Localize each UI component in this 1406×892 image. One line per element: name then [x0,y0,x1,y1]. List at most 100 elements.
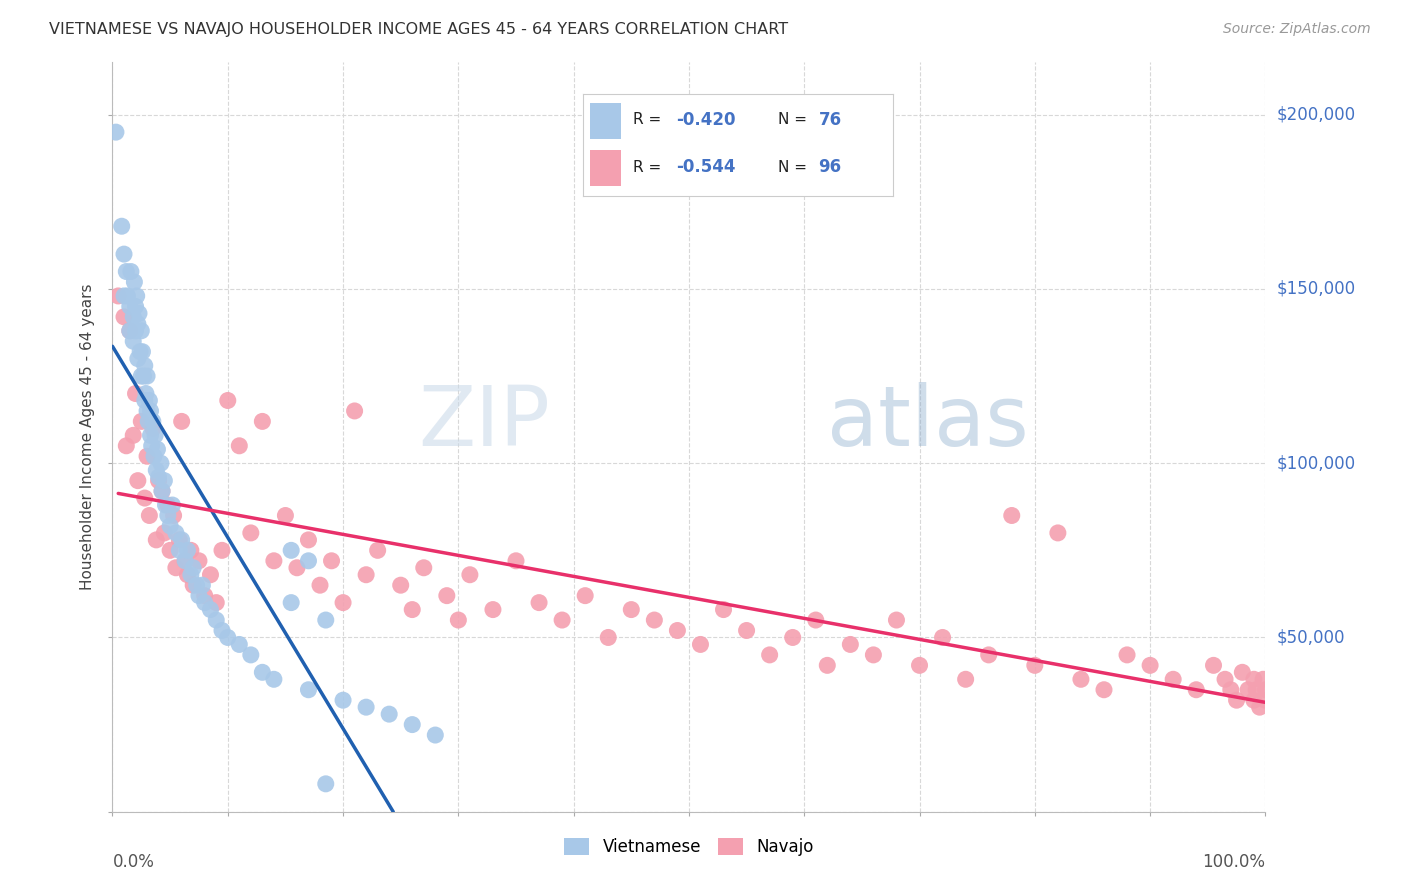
Text: 76: 76 [818,111,842,128]
Point [124,299,146,313]
Text: Source: ZipAtlas.com: Source: ZipAtlas.com [1223,22,1371,37]
Point [104,125,127,139]
Point [150,484,173,499]
Text: N =: N = [779,112,813,128]
Point [321,554,343,568]
Point [148,470,170,484]
Point [315,777,337,791]
Point [315,613,337,627]
Point [574,589,596,603]
Point [118,324,141,338]
Point [412,561,434,575]
Point [354,700,377,714]
Text: ZIP: ZIP [419,382,551,463]
Point [297,682,319,697]
Point [176,567,198,582]
Point [1232,665,1254,680]
Point [1219,682,1241,697]
Point [188,589,211,603]
Point [274,508,297,523]
Point [458,567,481,582]
Point [713,602,735,616]
Point [120,264,142,278]
Text: -0.544: -0.544 [676,158,735,176]
Point [112,247,135,261]
Point [908,658,931,673]
Point [1001,508,1024,523]
Point [134,393,156,408]
Point [200,602,222,616]
Point [139,428,162,442]
Point [297,533,319,547]
Point [129,344,152,359]
Point [1254,693,1277,707]
Point [134,359,156,373]
Point [139,404,162,418]
Point [155,498,177,512]
Point [127,474,149,488]
Point [1202,658,1225,673]
Point [955,673,977,687]
Point [217,393,239,408]
Point [136,449,159,463]
Point [180,543,202,558]
Point [107,289,129,303]
Point [188,554,211,568]
Point [162,508,184,523]
Point [280,596,302,610]
Point [1243,673,1265,687]
Point [142,421,165,435]
Point [115,264,138,278]
Point [194,596,217,610]
Point [127,317,149,331]
Point [136,414,159,428]
Point [1251,673,1274,687]
Point [200,567,222,582]
Point [159,543,181,558]
Point [125,289,148,303]
Point [118,324,141,338]
Text: $150,000: $150,000 [1277,280,1355,298]
Point [263,554,285,568]
Point [159,519,181,533]
Point [211,543,233,558]
Text: $100,000: $100,000 [1277,454,1355,472]
Point [153,474,176,488]
Point [122,428,145,442]
Point [1116,648,1139,662]
Point [343,404,366,418]
Point [505,554,527,568]
Point [162,498,184,512]
Point [131,344,153,359]
Point [180,567,202,582]
Point [447,613,470,627]
Point [758,648,780,662]
Point [145,533,167,547]
Point [378,707,401,722]
Point [217,631,239,645]
Point [252,414,274,428]
Point [138,393,160,408]
Point [170,533,193,547]
Text: -0.420: -0.420 [676,111,735,128]
Point [205,596,228,610]
Point [862,648,884,662]
Text: 96: 96 [818,158,842,176]
Point [156,508,179,523]
Point [280,543,302,558]
Point [239,648,262,662]
Point [124,386,146,401]
Point [128,306,150,320]
Point [1024,658,1046,673]
Point [839,637,862,651]
Point [143,449,166,463]
Point [1243,693,1265,707]
Point [174,554,197,568]
Point [169,533,191,547]
Point [127,351,149,366]
Point [129,324,153,338]
Point [124,275,146,289]
Point [389,578,412,592]
Point [138,508,160,523]
Point [228,637,250,651]
